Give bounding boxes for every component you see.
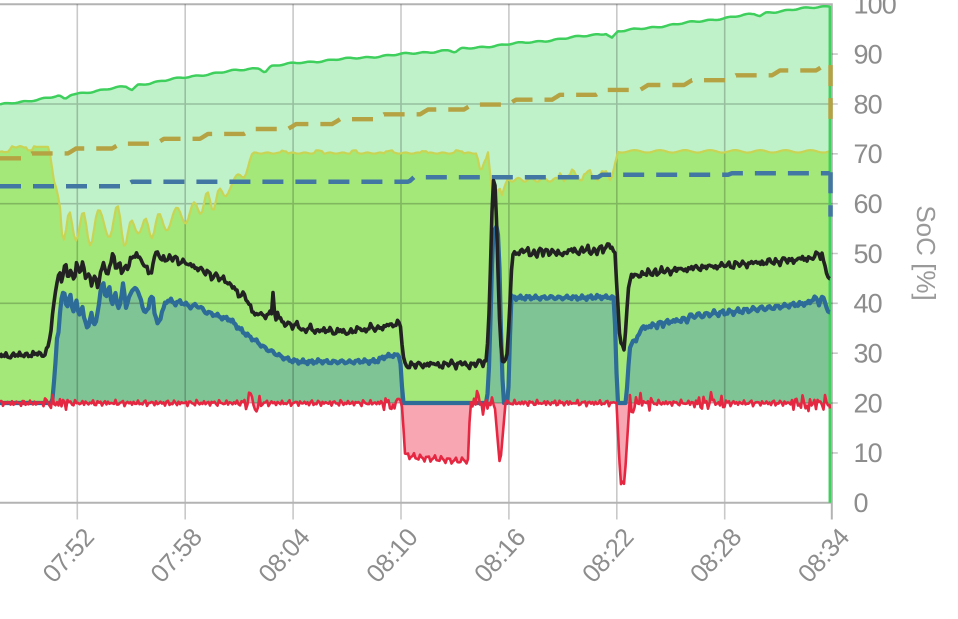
svg-text:60: 60: [854, 189, 882, 219]
svg-text:0: 0: [854, 488, 868, 518]
svg-text:80: 80: [854, 89, 882, 119]
svg-text:40: 40: [854, 289, 882, 319]
svg-text:100: 100: [854, 0, 896, 20]
svg-text:50: 50: [854, 239, 882, 269]
svg-text:90: 90: [854, 39, 882, 69]
svg-text:70: 70: [854, 139, 882, 169]
svg-text:20: 20: [854, 388, 882, 418]
svg-text:30: 30: [854, 339, 882, 369]
svg-text:10: 10: [854, 438, 882, 468]
svg-text:SoC [%]: SoC [%]: [911, 205, 941, 300]
